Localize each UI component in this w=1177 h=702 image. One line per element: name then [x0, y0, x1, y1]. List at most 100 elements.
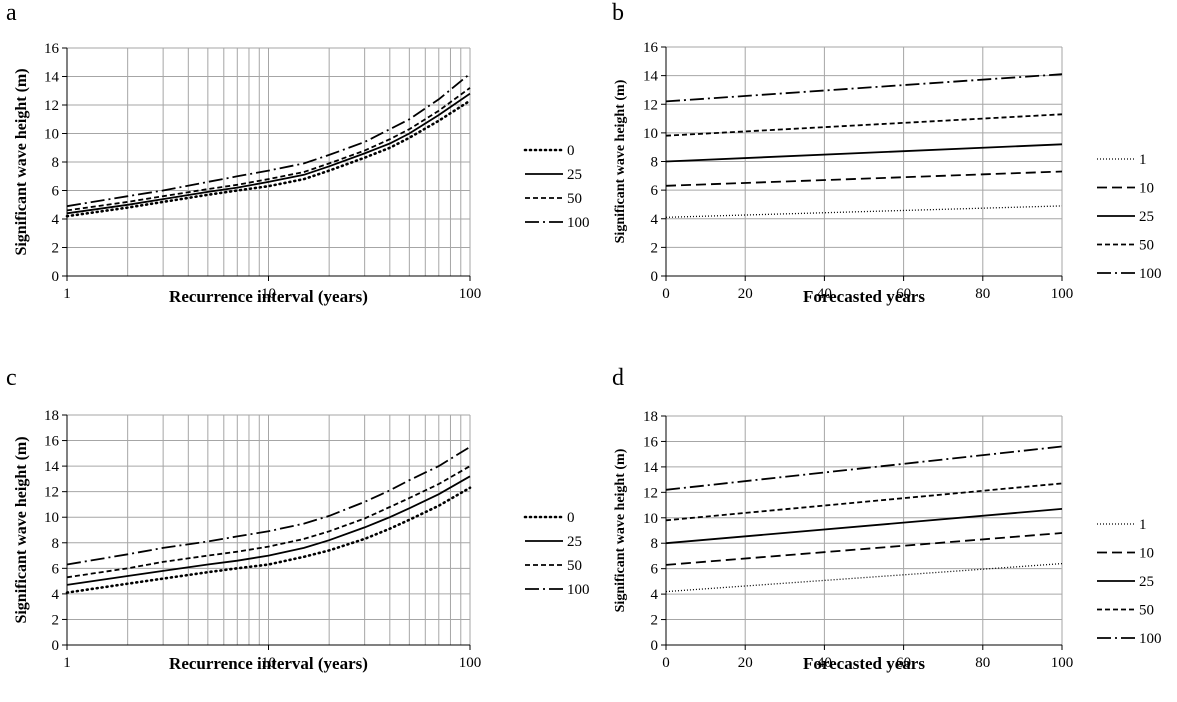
chart-panel-b: 0 2 4 6 8 10 12 14 16 0 20 40 60 80 100 Forecasted year… [612, 0, 1162, 306]
y-tick-label: 10 [643, 126, 658, 142]
x-tick-label: 100 [1051, 286, 1074, 302]
legend-label: 0 [567, 510, 575, 526]
y-axis-title: Significant wave height (m) [13, 68, 30, 255]
y-tick-label: 12 [643, 485, 658, 501]
y-axis-title: Significant wave height (m) [13, 436, 30, 623]
chart-panel-c: 0 2 4 6 8 10 12 14 16 18 1 10 100 Recurrence interval… [6, 365, 590, 673]
y-tick-label: 10 [44, 127, 59, 143]
y-tick-label: 0 [52, 269, 60, 285]
y-tick-label: 6 [52, 184, 60, 200]
x-axis-title: Recurrence interval (years) [169, 654, 368, 673]
legend-label: 50 [567, 558, 582, 574]
y-tick-label: 0 [651, 638, 659, 654]
legend: 0 25 50 100 [523, 510, 590, 598]
x-axis-title: Forecasted years [803, 287, 925, 306]
x-tick-label: 100 [459, 655, 482, 671]
y-tick-label: 12 [643, 97, 658, 113]
panel-label: c [6, 365, 17, 391]
legend-label: 0 [567, 143, 575, 159]
series-line-0 [65, 486, 472, 594]
gridlines [665, 415, 1063, 646]
y-tick-label: 6 [651, 562, 659, 578]
series-line-25 [66, 92, 471, 215]
y-tick-label: 16 [44, 434, 60, 450]
x-tick-label: 0 [662, 286, 670, 302]
y-tick-label: 16 [44, 41, 60, 57]
y-tick-label: 18 [643, 409, 658, 425]
x-tick-label: 40 [817, 655, 832, 671]
series-line-50 [665, 482, 1063, 522]
series-line-25 [665, 508, 1063, 545]
x-tick-label: 1 [63, 655, 71, 671]
y-tick-label: 4 [52, 212, 60, 228]
legend-label: 100 [1139, 266, 1162, 282]
x-tick-label: 20 [738, 655, 753, 671]
legend-label: 100 [567, 582, 590, 598]
y-tick-label: 0 [52, 638, 60, 654]
x-tick-label: 10 [261, 655, 276, 671]
legend-label: 1 [1139, 152, 1147, 168]
legend-label: 25 [1139, 574, 1154, 590]
x-tick-label: 60 [896, 655, 911, 671]
series-line-1 [665, 562, 1063, 593]
y-tick-label: 8 [651, 536, 659, 552]
y-tick-label: 14 [643, 69, 659, 85]
gridlines [66, 414, 471, 646]
y-tick-label: 4 [651, 587, 659, 603]
x-tick-label: 100 [459, 286, 482, 302]
x-tick-label: 10 [261, 286, 276, 302]
x-tick-label: 40 [817, 286, 832, 302]
y-axis-title: Significant wave height (m) [613, 448, 628, 612]
series-line-10 [665, 170, 1063, 187]
y-tick-label: 16 [643, 40, 659, 56]
gridlines [66, 47, 471, 277]
panel-label: b [612, 0, 624, 26]
y-tick-label: 12 [44, 98, 59, 114]
y-tick-label: 10 [44, 510, 59, 526]
legend-label: 25 [567, 534, 582, 550]
x-axis-title: Recurrence interval (years) [169, 287, 368, 306]
y-tick-label: 14 [643, 460, 659, 476]
y-tick-label: 2 [651, 613, 659, 629]
y-axis-title: Significant wave height (m) [613, 79, 628, 243]
panel-label: a [6, 0, 17, 26]
legend-label: 50 [1139, 603, 1154, 619]
series-line-50 [66, 465, 471, 579]
series-line-25 [66, 475, 471, 586]
y-tick-label: 2 [651, 240, 659, 256]
y-tick-label: 10 [643, 511, 658, 527]
legend-label: 1 [1139, 517, 1147, 533]
y-tick-label: 8 [52, 155, 60, 171]
series-line-1 [665, 205, 1063, 218]
legend: 1 10 25 50 100 [1097, 152, 1162, 282]
gridlines [665, 46, 1063, 277]
y-tick-label: 6 [651, 183, 659, 199]
series-line-50 [66, 87, 471, 212]
y-tick-label: 14 [44, 70, 60, 86]
y-tick-label: 8 [52, 536, 60, 552]
series-line-50 [665, 113, 1063, 137]
y-tick-label: 2 [52, 241, 60, 257]
x-tick-label: 60 [896, 286, 911, 302]
y-tick-label: 12 [44, 485, 59, 501]
x-tick-label: 80 [975, 286, 990, 302]
series-line-10 [665, 532, 1063, 566]
series-line-100 [66, 73, 471, 208]
series-line-100 [665, 73, 1063, 103]
legend-label: 25 [1139, 209, 1154, 225]
panel-label: d [612, 365, 624, 391]
legend-label: 10 [1139, 546, 1154, 562]
legend-label: 100 [567, 215, 590, 231]
series-line-100 [665, 445, 1063, 491]
y-tick-label: 8 [651, 155, 659, 171]
x-tick-label: 0 [662, 655, 670, 671]
x-tick-label: 1 [63, 286, 71, 302]
y-tick-label: 18 [44, 408, 59, 424]
legend-label: 50 [567, 191, 582, 207]
legend: 0 25 50 100 [523, 143, 590, 231]
y-tick-label: 14 [44, 459, 60, 475]
chart-panel-a: 0 2 4 6 8 10 12 14 16 1 10 100 Recurrence interval (… [6, 0, 590, 306]
y-tick-label: 0 [651, 269, 659, 285]
x-tick-label: 20 [738, 286, 753, 302]
